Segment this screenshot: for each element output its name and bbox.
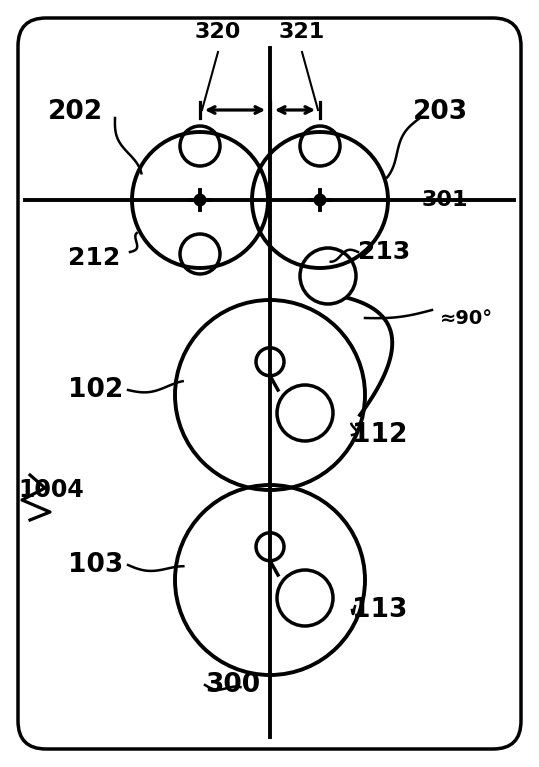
- Text: 112: 112: [352, 422, 407, 448]
- Text: 202: 202: [48, 99, 103, 125]
- Text: 301: 301: [421, 190, 468, 210]
- Text: 203: 203: [413, 99, 468, 125]
- Text: 321: 321: [279, 22, 325, 42]
- Text: 320: 320: [195, 22, 241, 42]
- Text: 113: 113: [352, 597, 407, 623]
- Text: 212: 212: [68, 246, 120, 270]
- FancyBboxPatch shape: [18, 18, 521, 749]
- Text: 213: 213: [358, 240, 410, 264]
- Text: 300: 300: [205, 672, 260, 698]
- Text: 1004: 1004: [18, 478, 84, 502]
- Text: 102: 102: [68, 377, 123, 403]
- Text: ≈90°: ≈90°: [440, 308, 493, 328]
- Text: 103: 103: [68, 552, 123, 578]
